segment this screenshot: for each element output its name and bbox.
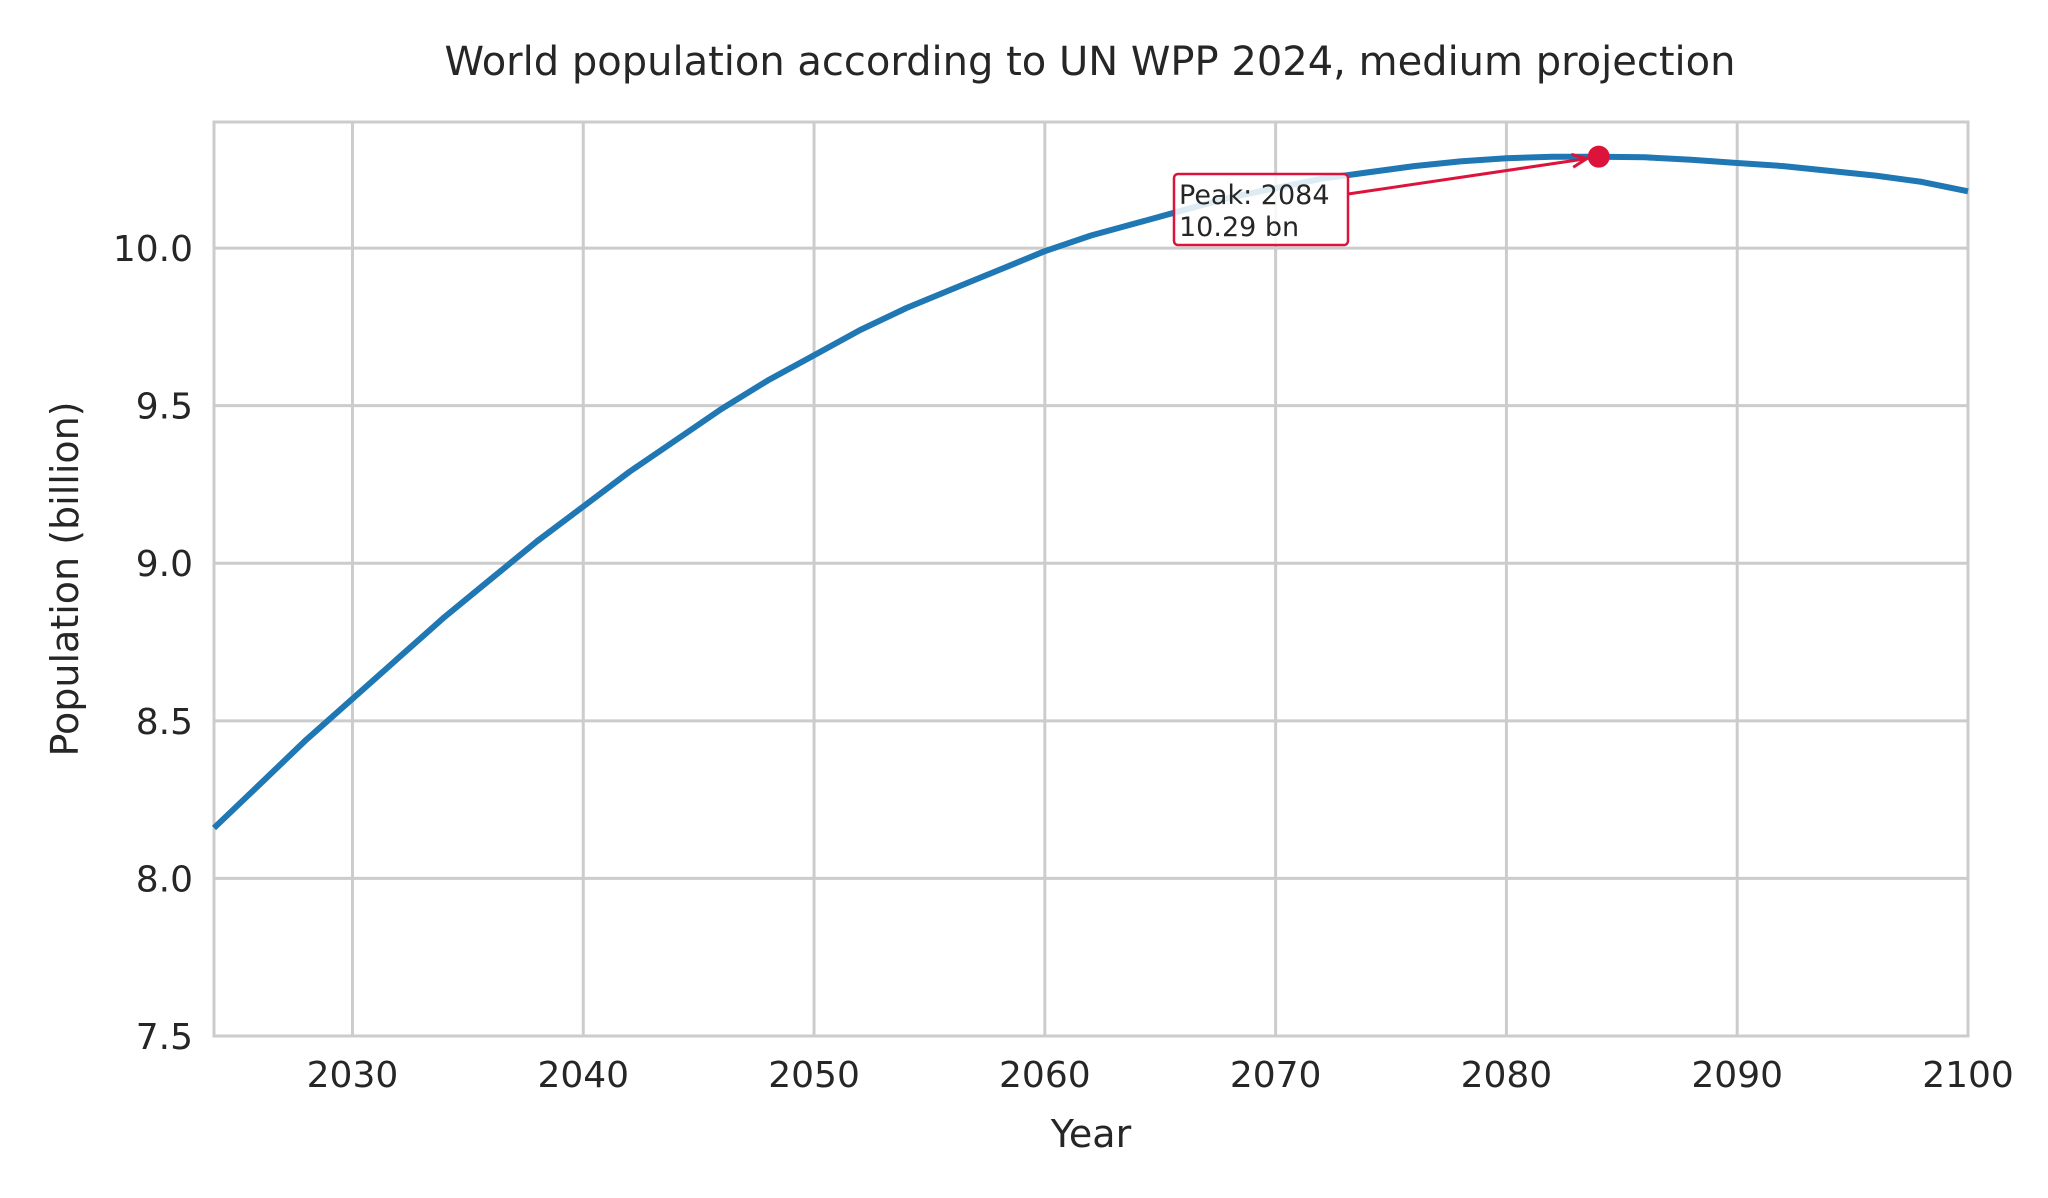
x-tick-label: 2050 bbox=[768, 1055, 860, 1096]
x-tick-label: 2060 bbox=[999, 1055, 1091, 1096]
x-axis-label: Year bbox=[1050, 1112, 1132, 1156]
y-tick-label: 7.5 bbox=[136, 1017, 193, 1058]
peak-arrow bbox=[1347, 157, 1587, 196]
population-line bbox=[211, 153, 1969, 831]
y-tick-label: 8.0 bbox=[136, 859, 193, 900]
peak-annotation-year: Peak: 2084 bbox=[1179, 180, 1330, 211]
peak-marker bbox=[1587, 145, 1610, 168]
y-tick-label: 8.5 bbox=[136, 702, 193, 743]
peak-annotation-box bbox=[1172, 172, 1350, 247]
tick-layer: 2030 2040 2050 2060 2070 2080 2090 2100 7.5 8.0 8.… bbox=[113, 229, 2014, 1096]
chart-title: World population according to UN WPP 202… bbox=[445, 39, 1736, 85]
x-tick-label: 2030 bbox=[307, 1055, 399, 1096]
x-tick-label: 2080 bbox=[1461, 1055, 1553, 1096]
y-tick-label: 10.0 bbox=[113, 229, 193, 270]
x-tick-label: 2090 bbox=[1691, 1055, 1783, 1096]
x-tick-label: 2070 bbox=[1230, 1055, 1322, 1096]
y-tick-label: 9.0 bbox=[136, 544, 193, 585]
y-axis-label: Population (billion) bbox=[43, 401, 87, 756]
x-tick-label: 2100 bbox=[1922, 1055, 2014, 1096]
x-tick-label: 2040 bbox=[537, 1055, 629, 1096]
line-layer bbox=[211, 153, 1969, 831]
y-tick-label: 9.5 bbox=[136, 387, 193, 428]
peak-annotation-value: 10.29 bn bbox=[1179, 212, 1299, 243]
plot-frame bbox=[212, 120, 1970, 1038]
peak-arrowhead bbox=[1570, 152, 1591, 169]
grid-layer bbox=[214, 122, 1970, 1038]
